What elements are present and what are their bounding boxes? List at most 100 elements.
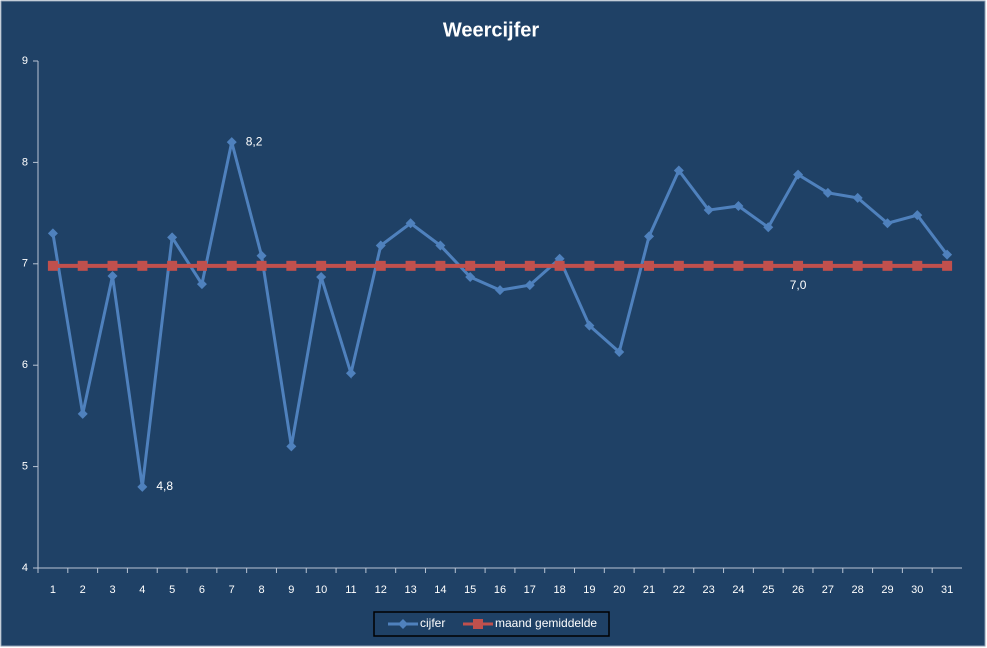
x-tick-label: 11 <box>345 584 356 596</box>
data-point <box>882 260 893 271</box>
x-tick-label: 27 <box>822 584 834 596</box>
data-point <box>375 260 386 271</box>
data-point <box>524 260 535 271</box>
x-tick-label: 29 <box>881 584 893 596</box>
data-label: 7,0 <box>790 278 807 292</box>
data-point <box>137 260 148 271</box>
data-point <box>196 279 207 290</box>
y-tick-label: 7 <box>22 258 28 270</box>
x-tick-label: 15 <box>464 584 476 596</box>
data-point <box>942 249 953 260</box>
x-tick-label: 18 <box>553 584 565 596</box>
data-point <box>614 260 625 271</box>
data-point <box>47 228 58 239</box>
legend-marker <box>473 619 483 629</box>
data-point <box>316 260 327 271</box>
x-tick-label: 16 <box>494 584 506 596</box>
data-point <box>554 260 565 271</box>
x-tick-label: 1 <box>50 584 56 596</box>
data-point <box>435 240 446 251</box>
data-point <box>345 368 356 379</box>
x-tick-label: 30 <box>911 584 923 596</box>
data-point <box>644 231 655 242</box>
data-point <box>733 260 744 271</box>
data-point <box>465 271 476 282</box>
data-point <box>495 260 505 271</box>
x-tick-label: 23 <box>703 584 715 596</box>
data-point <box>912 210 923 221</box>
x-tick-label: 20 <box>613 584 625 596</box>
x-tick-label: 3 <box>109 584 115 596</box>
x-tick-label: 19 <box>583 584 595 596</box>
chart-title: Weercijfer <box>443 19 540 41</box>
x-tick-label: 26 <box>792 584 804 596</box>
y-tick-label: 6 <box>22 359 28 371</box>
data-point <box>137 481 148 492</box>
x-tick-label: 28 <box>852 584 864 596</box>
legend-label: maand gemiddelde <box>495 616 597 630</box>
data-point <box>256 250 267 261</box>
data-point <box>226 137 237 148</box>
data-point <box>77 408 88 419</box>
data-point <box>852 192 863 203</box>
data-point <box>942 260 953 271</box>
data-point <box>584 260 595 271</box>
data-point <box>405 218 416 229</box>
data-point <box>345 260 356 271</box>
data-label: 4,8 <box>156 479 173 493</box>
data-point <box>465 260 476 271</box>
data-point <box>703 260 714 271</box>
x-tick-label: 31 <box>941 584 953 596</box>
data-point <box>167 232 178 243</box>
x-tick-label: 10 <box>315 584 327 596</box>
data-point <box>644 260 655 271</box>
data-point <box>912 260 923 271</box>
data-point <box>167 260 178 271</box>
data-label: 8,2 <box>246 134 263 148</box>
data-point <box>435 260 446 271</box>
data-point <box>286 260 297 271</box>
data-point <box>614 347 625 358</box>
y-tick-label: 5 <box>22 461 28 473</box>
data-point <box>793 260 804 271</box>
data-point <box>77 260 88 271</box>
data-point <box>584 320 595 331</box>
data-point <box>703 205 714 216</box>
data-point <box>286 441 297 452</box>
data-point <box>256 260 267 271</box>
y-tick-label: 9 <box>22 55 28 67</box>
x-tick-label: 9 <box>288 584 294 596</box>
data-point <box>822 187 833 198</box>
data-point <box>882 218 893 229</box>
legend-marker <box>398 619 408 629</box>
data-point <box>822 260 833 271</box>
data-point <box>673 165 684 176</box>
y-tick-label: 8 <box>22 156 28 168</box>
x-tick-label: 22 <box>673 584 685 596</box>
data-point <box>196 260 207 271</box>
x-tick-label: 12 <box>375 584 387 596</box>
x-tick-label: 5 <box>169 584 175 596</box>
data-point <box>763 260 774 271</box>
x-tick-label: 25 <box>762 584 774 596</box>
x-tick-label: 6 <box>199 584 205 596</box>
x-tick-label: 21 <box>643 584 655 596</box>
data-point <box>107 260 118 271</box>
x-tick-label: 14 <box>434 584 446 596</box>
x-tick-label: 8 <box>258 584 264 596</box>
x-tick-label: 7 <box>229 584 235 596</box>
x-tick-label: 24 <box>732 584 744 596</box>
data-point <box>375 240 386 251</box>
data-point <box>226 260 237 271</box>
x-tick-label: 4 <box>139 584 145 596</box>
x-tick-label: 13 <box>404 584 416 596</box>
data-point <box>793 169 804 180</box>
x-tick-label: 17 <box>524 584 536 596</box>
data-point <box>524 280 535 291</box>
data-point <box>47 260 58 271</box>
y-tick-label: 4 <box>22 562 28 574</box>
data-point <box>673 260 684 271</box>
data-point <box>852 260 863 271</box>
